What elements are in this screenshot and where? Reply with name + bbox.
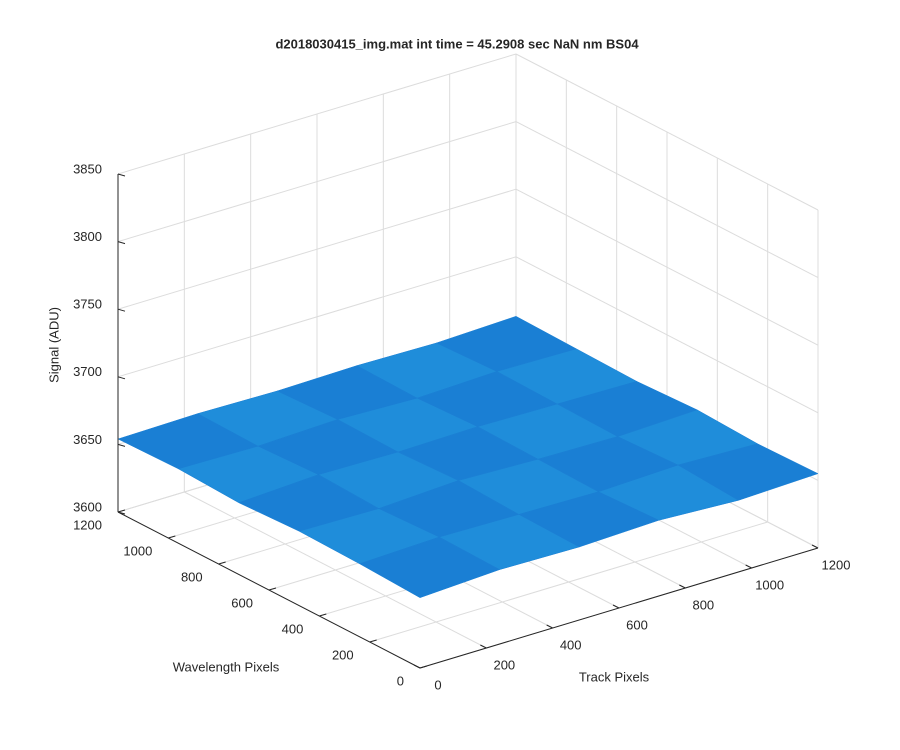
x-tick-label: 200 [493, 657, 515, 672]
grid-line [369, 521, 768, 643]
tick-mark [745, 564, 752, 569]
tick-mark [268, 587, 277, 591]
tick-mark [117, 376, 126, 380]
x-tick-label: 1000 [755, 577, 784, 592]
chart-title: d2018030415_img.mat int time = 45.2908 s… [275, 36, 639, 51]
y-axis-label: Wavelength Pixels [173, 659, 280, 674]
grid-line [117, 121, 517, 243]
grid-line [515, 121, 819, 279]
tick-mark [117, 511, 126, 515]
tick-mark [117, 241, 126, 245]
y-tick-label: 1000 [123, 543, 152, 558]
tick-mark [679, 584, 686, 589]
grid-line [117, 256, 517, 378]
tick-mark [612, 604, 620, 609]
grid-line [515, 188, 819, 346]
z-tick-label: 3700 [73, 364, 102, 379]
tick-mark [413, 664, 421, 669]
z-tick-label: 3850 [73, 161, 102, 176]
tick-mark [117, 443, 126, 447]
x-tick-label: 800 [692, 597, 714, 612]
y-tick-label: 1200 [73, 517, 102, 532]
y-tick-label: 600 [231, 595, 253, 610]
tick-mark [369, 639, 377, 643]
y-tick-label: 200 [332, 647, 354, 662]
tick-mark [480, 644, 487, 649]
grid-line [117, 188, 517, 310]
tick-mark [546, 624, 553, 629]
x-tick-label: 600 [626, 617, 648, 632]
x-tick-label: 0 [434, 677, 441, 692]
z-tick-label: 3600 [73, 499, 102, 514]
y-tick-label: 800 [181, 569, 203, 584]
tick-mark [319, 613, 327, 617]
z-tick-label: 3650 [73, 432, 102, 447]
grid-line [515, 256, 819, 414]
grid-line [117, 53, 517, 175]
x-tick-label: 1200 [822, 557, 851, 572]
y-tick-label: 0 [397, 673, 404, 688]
surface-cell [358, 536, 501, 598]
tick-mark [168, 535, 176, 539]
tick-mark [811, 544, 819, 549]
tick-mark [117, 509, 126, 513]
tick-mark [419, 665, 428, 669]
z-tick-label: 3750 [73, 297, 102, 312]
tick-mark [117, 173, 126, 177]
x-axis-label: Track Pixels [579, 669, 650, 684]
grid-line [515, 53, 819, 211]
z-tick-label: 3800 [73, 229, 102, 244]
y-tick-label: 400 [282, 621, 304, 636]
x-tick-label: 400 [560, 637, 582, 652]
tick-mark [117, 308, 126, 312]
z-axis-label: Signal (ADU) [46, 307, 61, 383]
tick-mark [218, 561, 226, 565]
